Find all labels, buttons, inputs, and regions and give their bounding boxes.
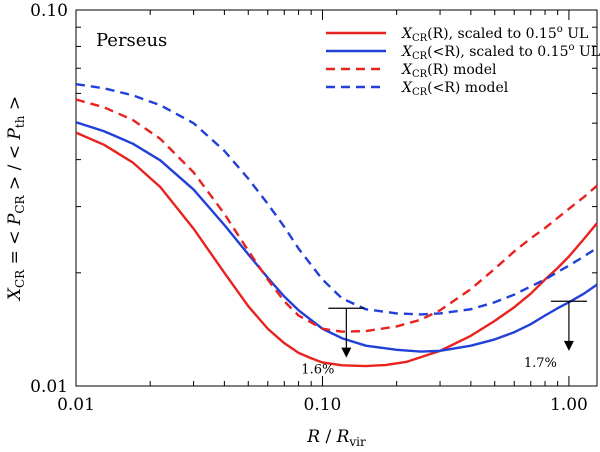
x-axis-label-R: R	[306, 427, 320, 447]
annotation-layer: 1.6% 1.7%	[301, 300, 587, 378]
plot-frame	[75, 9, 598, 387]
series-line-3	[75, 98, 598, 333]
y-axis-label: XCR = < PCR > / < Pth >	[5, 96, 27, 302]
x-axis-label-sub: vir	[348, 435, 366, 449]
x-tick-label: 1.00	[550, 395, 588, 415]
x-tick-label: 0.10	[304, 395, 342, 415]
axis-ticks: 0.01 0.10 1.00 0.01 0.10	[30, 1, 597, 415]
x-axis-label: R / Rvir	[306, 427, 366, 449]
legend-label: XCR(<R), scaled to 0.15o UL	[401, 42, 600, 62]
y-tick-label: 0.01	[30, 377, 68, 397]
x-tick-label: 0.01	[57, 395, 95, 415]
legend-label: XCR(<R) model	[401, 80, 509, 98]
series-layer	[75, 82, 598, 368]
series-line-2	[75, 121, 598, 353]
x-axis-label-slash: /	[320, 427, 337, 447]
x-axis-label-Rvir: R	[336, 427, 350, 447]
upper-limit-label: 1.6%	[301, 363, 334, 378]
legend-label: XCR(R), scaled to 0.15o UL	[401, 24, 588, 44]
series-line-1	[75, 131, 598, 368]
chart-title: Perseus	[96, 30, 167, 51]
upper-limit-arrowhead	[563, 340, 574, 351]
upper-limit-arrowhead	[341, 347, 352, 358]
y-tick-label: 0.10	[30, 1, 68, 21]
legend-label: XCR(R) model	[401, 62, 497, 80]
series-line-4	[75, 82, 598, 316]
upper-limit-label: 1.7%	[524, 356, 557, 371]
